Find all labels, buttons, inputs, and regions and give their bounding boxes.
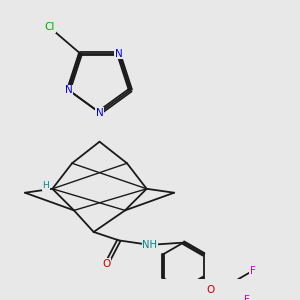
Text: Cl: Cl: [45, 22, 55, 32]
Text: N: N: [65, 85, 73, 95]
Text: N: N: [115, 49, 122, 59]
Text: H: H: [42, 182, 49, 190]
Text: F: F: [244, 295, 250, 300]
Text: NH: NH: [142, 240, 157, 250]
Text: O: O: [206, 285, 214, 295]
Text: N: N: [96, 107, 104, 118]
Text: F: F: [250, 266, 256, 276]
Text: O: O: [102, 259, 111, 269]
